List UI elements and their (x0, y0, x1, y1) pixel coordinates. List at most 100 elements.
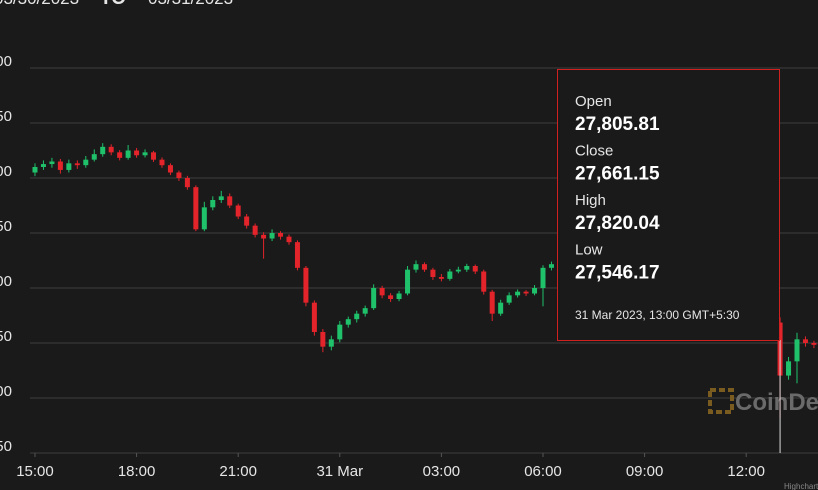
tooltip-box (557, 69, 780, 341)
tooltip: Open 27,805.81 Close 27,661.15 High 27,820.04… (557, 69, 781, 453)
tooltip-value: 27,546.17 (575, 263, 660, 284)
tooltip-label: Low (575, 242, 603, 259)
candle-body (540, 267, 546, 288)
candle-body (244, 216, 250, 226)
candle-body (489, 291, 495, 314)
candle-body (802, 339, 808, 343)
candle-body (74, 163, 80, 166)
tooltip-label: Open (575, 93, 612, 110)
tooltip-value: 27,661.15 (575, 164, 660, 185)
y-tick-label: 27,600 (0, 383, 12, 400)
candle-body (303, 267, 309, 303)
candle-body (438, 277, 444, 279)
title-from: 03/30/2023 (0, 0, 79, 8)
candle-body (66, 163, 72, 170)
candle-body (472, 266, 478, 272)
candle-body (523, 291, 529, 294)
candle-body (388, 295, 394, 299)
tooltip-time: 31 Mar 2023, 13:00 GMT+5:30 (575, 308, 740, 322)
y-tick-label: 27,750 (0, 328, 12, 345)
candle-body (32, 167, 38, 173)
candle-body (811, 343, 817, 345)
candle-body (193, 187, 199, 230)
candle-body (532, 288, 538, 294)
y-tick-label: 28,050 (0, 218, 12, 235)
credits: Highcharts.com (784, 482, 818, 490)
candle-body (269, 233, 275, 239)
candle-body (227, 196, 233, 206)
candle-body (405, 269, 411, 294)
candle-body (481, 271, 487, 292)
candle-body (362, 308, 368, 314)
watermark: CoinDesk (735, 389, 818, 416)
candle-body (421, 264, 427, 270)
title-to: 03/31/2023 (148, 0, 233, 8)
candle-body (151, 152, 157, 160)
candle-body (49, 161, 55, 165)
candle-body (337, 324, 343, 340)
x-tick-label: 03:00 (423, 463, 461, 480)
candle-body (176, 172, 182, 178)
tooltip-label: High (575, 192, 606, 209)
candle-body (786, 361, 792, 376)
candle-body (430, 269, 436, 277)
x-tick-label: 06:00 (524, 463, 562, 480)
candle-body (125, 150, 131, 158)
candle-body (345, 319, 351, 325)
candle-body (294, 242, 300, 268)
x-tick-label: 18:00 (118, 463, 156, 480)
candle-body (278, 233, 284, 237)
candle-body (455, 269, 461, 272)
candle-body (108, 146, 114, 153)
candle-body (134, 150, 140, 156)
candle-body (167, 165, 173, 173)
candle-body (354, 313, 360, 320)
y-tick-label: 28,350 (0, 108, 12, 125)
candle-body (235, 205, 241, 217)
y-tick-label: 28,500 (0, 53, 12, 70)
tooltip-label: Close (575, 143, 613, 160)
candle-body (396, 293, 402, 299)
candle-body (252, 225, 258, 235)
candle-body (464, 266, 470, 270)
candle-body (218, 196, 224, 200)
candle-body (379, 288, 385, 296)
candle-body (201, 207, 207, 230)
candle-body (117, 152, 123, 158)
y-tick-label: 27,900 (0, 273, 12, 290)
x-tick-label: 21:00 (219, 463, 257, 480)
candle-body (57, 161, 63, 170)
candle-body (515, 291, 521, 296)
x-tick-label: 15:00 (16, 463, 54, 480)
x-tick-label: 31 Mar (316, 463, 363, 480)
tooltip-value: 27,805.81 (575, 114, 660, 135)
candle-body (184, 178, 190, 188)
candle-body (447, 271, 453, 279)
x-tick-label: 12:00 (727, 463, 765, 480)
candle-body (794, 339, 800, 362)
candle-body (159, 159, 165, 166)
grid: 27,450 27,600 27,750 27,900 28,050 28,200 28,3… (0, 53, 818, 480)
title-sep: TO (100, 0, 126, 9)
candle-body (548, 264, 554, 268)
candle-body (498, 302, 504, 314)
x-tick-label: 09:00 (626, 463, 664, 480)
candle-body (286, 236, 292, 243)
watermark-logo (708, 388, 734, 414)
candle-body (40, 164, 46, 167)
tooltip-value: 27,820.04 (575, 213, 660, 234)
candle-body (506, 295, 512, 303)
candle-body (413, 264, 419, 270)
y-tick-label: 28,200 (0, 163, 12, 180)
candle-body (261, 234, 267, 239)
candle-body (320, 332, 326, 347)
candle-body (100, 146, 106, 155)
y-tick-label: 27,450 (0, 438, 12, 455)
candle-body (210, 200, 216, 208)
candle-body (311, 302, 317, 332)
candle-body (142, 152, 148, 156)
candle-body (83, 159, 89, 166)
candle-body (91, 154, 97, 160)
